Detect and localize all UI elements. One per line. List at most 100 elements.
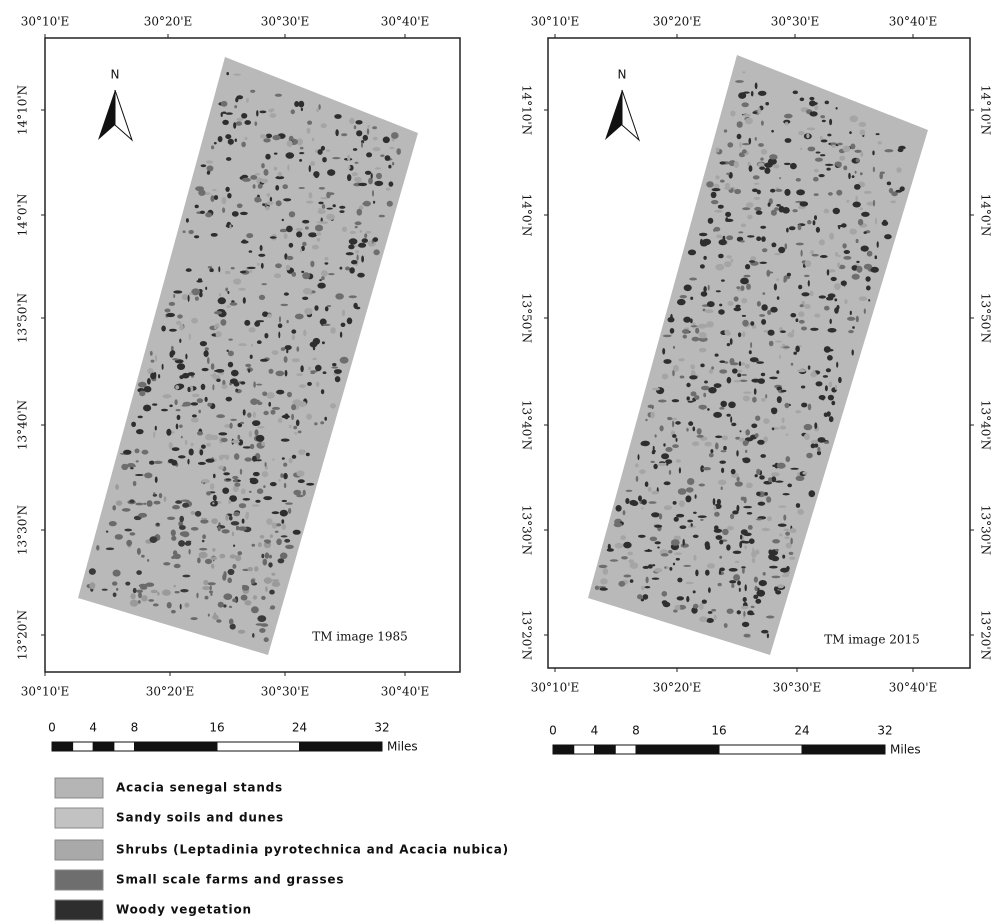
land-cover-patch: [789, 557, 795, 560]
land-cover-patch: [362, 238, 368, 243]
land-cover-patch: [202, 534, 206, 539]
land-cover-patch: [252, 420, 260, 426]
land-cover-patch: [810, 291, 814, 297]
land-cover-patch: [802, 472, 807, 475]
land-cover-patch: [201, 518, 207, 520]
land-cover-patch: [151, 360, 155, 363]
land-cover-patch: [201, 384, 206, 390]
land-cover-patch: [798, 285, 802, 290]
land-cover-patch: [667, 417, 672, 420]
land-cover-patch: [227, 193, 231, 198]
land-cover-patch: [778, 247, 785, 253]
land-cover-patch: [348, 166, 350, 169]
land-cover-patch: [748, 525, 753, 530]
land-cover-patch: [282, 219, 284, 221]
land-cover-patch: [265, 206, 270, 210]
land-cover-patch: [714, 512, 720, 517]
land-cover-patch: [623, 510, 626, 515]
land-cover-patch: [244, 320, 250, 326]
land-cover-patch: [796, 476, 805, 481]
land-cover-patch: [728, 402, 736, 409]
land-cover-patch: [811, 372, 817, 377]
land-cover-patch: [784, 163, 791, 165]
land-cover-patch: [648, 405, 654, 409]
land-cover-patch: [241, 240, 249, 243]
land-cover-patch: [780, 568, 789, 573]
legend-swatch: [55, 900, 103, 920]
land-cover-patch: [250, 90, 255, 93]
north-label: N: [618, 68, 627, 82]
latitude-label: 13°20'N: [520, 610, 534, 660]
land-cover-patch: [218, 602, 224, 608]
land-cover-patch: [745, 364, 750, 369]
land-cover-patch: [391, 132, 399, 139]
land-cover-patch: [772, 539, 780, 543]
land-cover-patch: [89, 568, 96, 575]
land-cover-patch: [144, 473, 152, 479]
land-cover-patch: [176, 321, 181, 325]
land-cover-patch: [725, 219, 733, 222]
land-cover-patch: [805, 260, 812, 267]
land-cover-patch: [129, 499, 134, 503]
land-cover-patch: [645, 419, 647, 421]
land-cover-patch: [234, 453, 239, 460]
land-cover-patch: [825, 385, 828, 391]
land-cover-patch: [296, 346, 299, 351]
land-cover-patch: [768, 549, 772, 554]
land-cover-patch: [744, 275, 751, 278]
land-cover-patch: [206, 443, 211, 447]
land-cover-patch: [648, 564, 653, 568]
land-cover-patch: [726, 414, 730, 417]
land-cover-patch: [214, 142, 217, 144]
land-cover-patch: [354, 125, 357, 129]
land-cover-patch: [706, 181, 714, 187]
land-cover-patch: [320, 421, 324, 424]
land-cover-patch: [241, 595, 248, 601]
land-cover-patch: [750, 357, 759, 362]
land-cover-patch: [124, 529, 132, 532]
land-cover-patch: [213, 474, 216, 478]
land-cover-patch: [218, 297, 226, 304]
land-cover-patch: [785, 532, 790, 536]
longitude-label: 30°40'E: [889, 681, 938, 695]
land-cover-patch: [197, 431, 203, 435]
land-cover-patch: [206, 491, 211, 495]
land-cover-patch: [267, 314, 272, 318]
land-cover-patch: [691, 523, 693, 526]
land-cover-patch: [686, 582, 694, 584]
land-cover-patch: [181, 500, 190, 502]
land-cover-patch: [176, 409, 181, 411]
land-cover-patch: [784, 114, 793, 119]
legend-label: Woody vegetation: [116, 903, 252, 917]
land-cover-patch: [283, 473, 288, 479]
land-cover-patch: [756, 518, 762, 520]
land-cover-patch: [286, 152, 295, 158]
longitude-label: 30°30'E: [261, 15, 310, 29]
land-cover-patch: [240, 271, 246, 274]
land-cover-patch: [740, 286, 744, 291]
land-cover-patch: [261, 163, 265, 168]
land-cover-patch: [775, 341, 782, 343]
land-cover-patch: [253, 472, 260, 476]
land-cover-patch: [229, 516, 233, 521]
scale-label: 24: [292, 721, 307, 735]
land-cover-patch: [711, 192, 717, 198]
land-cover-patch: [340, 332, 342, 338]
land-cover-patch: [762, 248, 767, 252]
land-cover-patch: [742, 102, 749, 107]
land-cover-patch: [285, 502, 293, 504]
land-cover-patch: [150, 536, 158, 543]
land-cover-patch: [732, 368, 738, 373]
land-cover-patch: [270, 482, 277, 486]
land-cover-patch: [218, 136, 223, 142]
land-cover-patch: [212, 384, 214, 390]
land-cover-patch: [358, 183, 367, 186]
land-cover-patch: [709, 369, 713, 374]
land-cover-patch: [138, 600, 141, 604]
land-cover-patch: [291, 414, 294, 420]
land-cover-patch: [771, 243, 776, 248]
land-cover-patch: [298, 431, 302, 434]
land-cover-patch: [205, 287, 207, 290]
land-cover-patch: [307, 128, 311, 134]
land-cover-patch: [257, 263, 260, 266]
